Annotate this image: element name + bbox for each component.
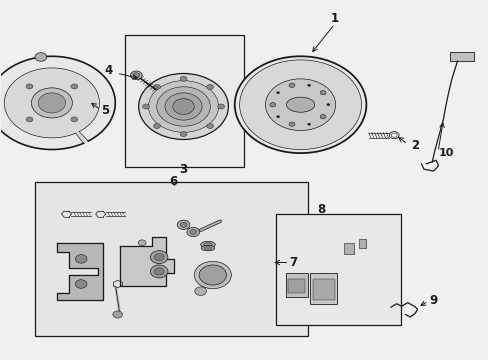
- Text: 1: 1: [330, 12, 338, 25]
- Circle shape: [234, 56, 366, 153]
- Circle shape: [199, 265, 226, 285]
- Circle shape: [35, 53, 47, 61]
- Circle shape: [26, 117, 33, 122]
- Circle shape: [153, 123, 160, 129]
- Circle shape: [307, 123, 310, 125]
- Circle shape: [71, 84, 78, 89]
- Circle shape: [276, 91, 279, 94]
- Bar: [312, 279, 334, 300]
- Circle shape: [172, 99, 194, 114]
- Polygon shape: [120, 237, 173, 286]
- Circle shape: [138, 240, 146, 246]
- Bar: [125, 35, 244, 167]
- Text: 5: 5: [101, 104, 109, 117]
- Bar: [288, 279, 305, 293]
- Circle shape: [164, 93, 202, 120]
- Text: 8: 8: [317, 203, 325, 216]
- Circle shape: [133, 73, 140, 78]
- Circle shape: [150, 265, 167, 278]
- Circle shape: [194, 261, 231, 289]
- Circle shape: [186, 227, 199, 237]
- Circle shape: [75, 280, 87, 288]
- Text: 9: 9: [428, 294, 437, 307]
- Bar: [449, 51, 473, 61]
- Circle shape: [288, 83, 294, 87]
- Circle shape: [194, 287, 206, 296]
- Circle shape: [142, 104, 149, 109]
- Circle shape: [288, 122, 294, 126]
- Circle shape: [239, 60, 361, 149]
- Circle shape: [189, 229, 196, 234]
- Circle shape: [326, 104, 329, 106]
- Circle shape: [75, 255, 87, 263]
- Bar: [344, 243, 353, 253]
- Circle shape: [320, 90, 325, 95]
- Circle shape: [177, 220, 189, 229]
- Circle shape: [130, 71, 142, 80]
- Bar: [35, 182, 307, 336]
- Circle shape: [180, 222, 186, 227]
- Circle shape: [217, 104, 224, 109]
- Text: 7: 7: [288, 256, 297, 269]
- Circle shape: [206, 85, 213, 90]
- Text: 4: 4: [104, 64, 113, 77]
- Circle shape: [157, 87, 210, 126]
- Text: 10: 10: [438, 148, 453, 158]
- Circle shape: [265, 79, 335, 131]
- Circle shape: [150, 251, 167, 264]
- Circle shape: [71, 117, 78, 122]
- Text: 3: 3: [179, 163, 187, 176]
- Circle shape: [113, 311, 122, 318]
- Text: 6: 6: [169, 175, 178, 188]
- Bar: [358, 239, 366, 248]
- Circle shape: [180, 76, 186, 81]
- Circle shape: [154, 253, 163, 261]
- Ellipse shape: [200, 241, 215, 248]
- Circle shape: [276, 116, 279, 118]
- Bar: [285, 273, 307, 297]
- Ellipse shape: [203, 247, 212, 250]
- Ellipse shape: [201, 246, 214, 251]
- Circle shape: [154, 268, 163, 275]
- Circle shape: [31, 88, 72, 118]
- Text: 2: 2: [410, 139, 418, 152]
- Ellipse shape: [286, 97, 314, 112]
- Circle shape: [320, 114, 325, 119]
- Circle shape: [139, 73, 228, 139]
- Circle shape: [153, 85, 160, 90]
- Polygon shape: [0, 56, 115, 149]
- Circle shape: [206, 123, 213, 129]
- Circle shape: [26, 84, 33, 89]
- Circle shape: [180, 132, 186, 136]
- Circle shape: [148, 81, 218, 132]
- Circle shape: [307, 84, 310, 86]
- Polygon shape: [57, 243, 103, 300]
- Circle shape: [269, 103, 275, 107]
- Bar: [276, 214, 400, 325]
- Circle shape: [38, 93, 65, 113]
- Ellipse shape: [203, 243, 212, 247]
- Bar: [310, 273, 336, 304]
- Polygon shape: [0, 56, 115, 149]
